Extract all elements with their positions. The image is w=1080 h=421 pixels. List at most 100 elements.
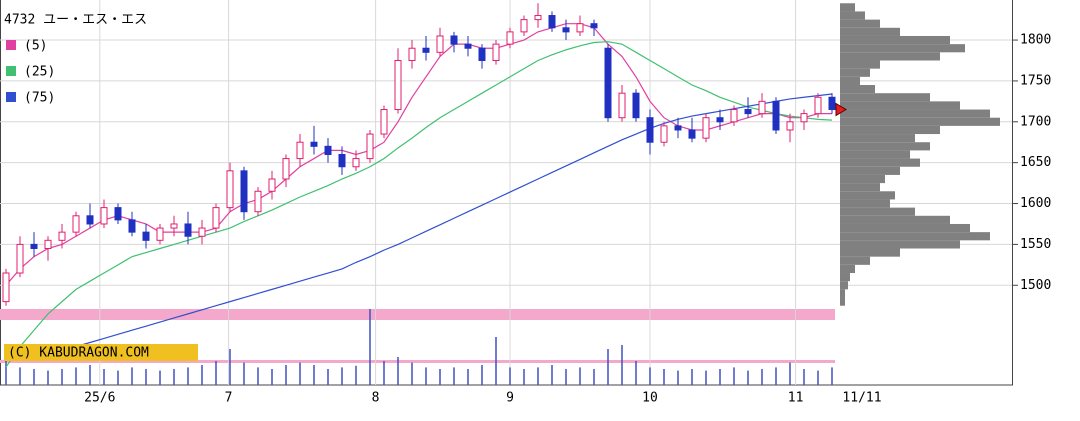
candle-body: [814, 96, 822, 115]
legend-label: (25): [24, 65, 55, 80]
candle-body: [660, 125, 668, 143]
candle-body: [366, 133, 374, 160]
candle-body: [548, 15, 556, 29]
candle-body: [408, 47, 416, 61]
legend-label: (75): [24, 91, 55, 106]
profile-bar: [840, 101, 960, 110]
y-tick-label: 1650: [1020, 155, 1051, 170]
candle-body: [772, 100, 780, 131]
candle-body: [674, 125, 682, 131]
candle-body: [352, 158, 360, 168]
legend-swatch: [6, 66, 16, 76]
watermark: (C) KABUDRAGON.COM: [8, 346, 149, 361]
last-date-label: 11/11: [842, 391, 881, 406]
candle-body: [86, 215, 94, 225]
candle-body: [254, 190, 262, 213]
candle-body: [576, 23, 584, 33]
profile-bar: [840, 11, 865, 20]
profile-bar: [840, 158, 920, 167]
chart-title: 4732 ユー・エス・エス: [4, 13, 147, 28]
candle-body: [324, 145, 332, 155]
candle-body: [380, 109, 388, 135]
candle-body: [128, 219, 136, 233]
profile-bar: [840, 52, 940, 61]
candle-body: [590, 23, 598, 29]
profile-bar: [840, 183, 880, 192]
volume-band: [0, 309, 835, 320]
profile-bar: [840, 232, 990, 241]
y-tick-label: 1500: [1020, 278, 1051, 293]
profile-bar: [840, 125, 940, 135]
candle-body: [184, 223, 192, 237]
candle-body: [198, 227, 206, 237]
candle-body: [212, 207, 220, 229]
candle-body: [338, 153, 346, 168]
candle-body: [744, 109, 752, 115]
candle-body: [240, 170, 248, 213]
candle-body: [16, 243, 24, 274]
profile-bar: [840, 281, 848, 290]
candle-body: [296, 141, 304, 160]
y-tick-label: 1600: [1020, 196, 1051, 211]
legend-swatch: [6, 40, 16, 50]
candle-body: [618, 92, 626, 119]
x-tick-label: 9: [506, 391, 514, 406]
x-tick-label: 8: [372, 391, 380, 406]
y-tick-label: 1800: [1020, 33, 1051, 48]
candle-body: [226, 170, 234, 209]
candle-body: [688, 129, 696, 139]
candle-body: [142, 231, 150, 241]
profile-bar: [840, 297, 845, 306]
candle-body: [492, 43, 500, 61]
profile-bar: [840, 60, 880, 69]
profile-bar: [840, 85, 875, 94]
profile-bar: [840, 3, 855, 12]
candle-body: [58, 231, 66, 241]
candle-body: [786, 121, 794, 131]
ma-line: [5, 41, 833, 368]
profile-bar: [840, 207, 915, 216]
profile-bar: [840, 27, 900, 36]
profile-bar: [840, 273, 850, 282]
volume-band: [0, 360, 835, 363]
ma-line: [5, 23, 832, 286]
profile-bar: [840, 93, 930, 102]
candle-body: [436, 35, 444, 53]
candle-body: [44, 239, 52, 249]
legend-swatch: [6, 92, 16, 102]
candle-body: [422, 47, 430, 53]
candle-body: [534, 15, 542, 21]
candle-body: [758, 100, 766, 115]
candle-body: [828, 96, 836, 111]
x-tick-label: 10: [642, 391, 658, 406]
candle-body: [170, 223, 178, 229]
legend-label: (5): [24, 39, 47, 54]
profile-bar: [840, 19, 880, 28]
candle-body: [478, 47, 486, 61]
candle-body: [282, 158, 290, 180]
candle-body: [268, 178, 276, 192]
x-tick-label: 11: [788, 391, 804, 406]
x-tick-label: 25/6: [84, 391, 115, 406]
profile-bar: [840, 150, 910, 159]
profile-bar: [840, 199, 890, 208]
candle-body: [562, 27, 570, 33]
profile-bar: [840, 76, 860, 86]
y-tick-label: 1550: [1020, 237, 1051, 252]
candle-body: [646, 117, 654, 143]
candle-body: [800, 113, 808, 123]
candle-body: [310, 141, 318, 147]
profile-bar: [840, 117, 1000, 126]
candle-body: [702, 117, 710, 139]
profile-bar: [840, 109, 990, 118]
profile-bar: [840, 248, 900, 257]
profile-bar: [840, 68, 870, 77]
profile-bar: [840, 174, 885, 184]
candle-body: [114, 207, 122, 221]
candle-body: [506, 31, 514, 45]
candle-body: [520, 19, 528, 33]
candle-body: [100, 207, 108, 225]
candle-body: [464, 43, 472, 49]
profile-bar: [840, 166, 900, 175]
